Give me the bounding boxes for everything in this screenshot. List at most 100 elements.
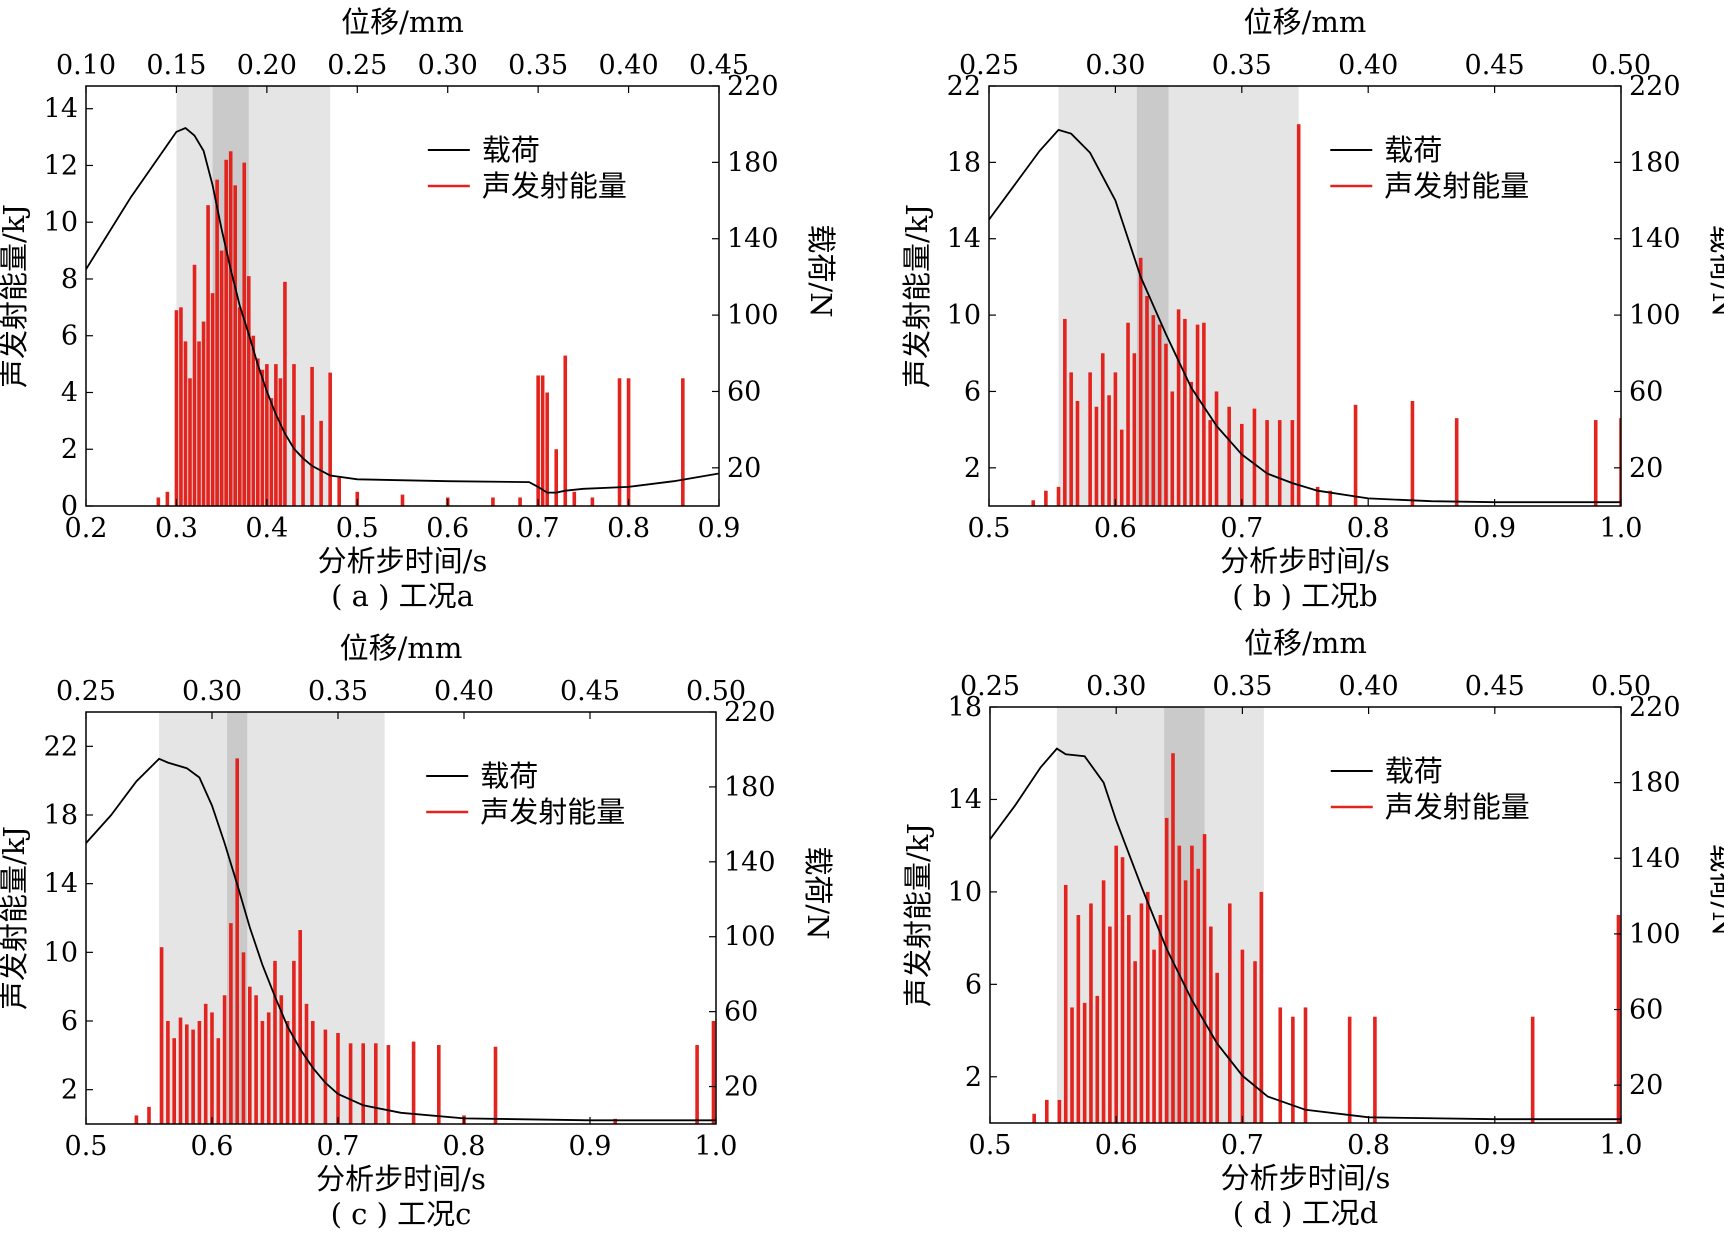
y-tick-label: 6 <box>964 376 981 407</box>
x-tick-label: 0.7 <box>1221 1130 1264 1161</box>
plot-frame <box>85 85 720 507</box>
legend-label-load: 载荷 <box>480 759 538 793</box>
energy-bar <box>229 923 233 1124</box>
x2-tick-label: 0.35 <box>1212 671 1272 702</box>
x2-tick-label: 0.50 <box>1591 671 1651 702</box>
energy-bar <box>1593 420 1598 506</box>
x-tick-label: 0.8 <box>443 1131 486 1162</box>
y-tick-label: 10 <box>947 300 981 331</box>
x2-tick-label: 0.25 <box>56 676 116 707</box>
energy-bar <box>274 364 278 506</box>
energy-bar <box>1089 903 1093 1123</box>
energy-bar <box>711 1021 716 1124</box>
energy-bar <box>1277 420 1282 506</box>
energy-bar <box>1108 926 1112 1123</box>
plot-frame <box>989 706 1622 1124</box>
energy-bar <box>311 1021 315 1124</box>
x-tick-label: 1.0 <box>1600 1130 1643 1161</box>
energy-bar <box>361 1043 365 1124</box>
energy-bar <box>1259 891 1264 1123</box>
energy-bar <box>1202 322 1206 506</box>
energy-bar <box>266 1012 271 1124</box>
legend-label-energy: 声发射能量 <box>1384 169 1529 203</box>
energy-bar <box>265 364 269 506</box>
energy-bar <box>1176 309 1181 506</box>
energy-bar <box>1240 423 1244 506</box>
panel-caption: ( b ) 工况b <box>1232 579 1377 613</box>
energy-bar <box>206 205 210 506</box>
y-tick-label: 22 <box>44 731 78 762</box>
y2-tick-label: 140 <box>1629 843 1681 874</box>
energy-bar <box>1095 995 1100 1123</box>
x-tick-label: 0.8 <box>1347 513 1390 544</box>
y-tick-label: 2 <box>61 434 78 465</box>
energy-bar <box>1075 401 1080 506</box>
y-axis-label: 声发射能量/kJ <box>0 204 31 388</box>
energy-bar <box>1303 1007 1308 1123</box>
y2-tick-label: 60 <box>724 997 758 1028</box>
x2-tick-label: 0.25 <box>959 50 1019 81</box>
y-tick-label: 4 <box>61 377 78 408</box>
x2-tick-label: 0.15 <box>146 50 206 81</box>
energy-bar <box>256 358 260 506</box>
x2-tick-label: 0.50 <box>1591 50 1651 81</box>
x-tick-label: 0.7 <box>1220 513 1263 544</box>
y-tick-label: 12 <box>44 150 78 181</box>
x2-tick-label: 0.45 <box>689 50 749 81</box>
energy-bar <box>1410 401 1415 506</box>
energy-bar <box>563 355 568 506</box>
energy-bar <box>178 1017 183 1124</box>
energy-bar <box>554 449 559 506</box>
y-axis-label: 声发射能量/kJ <box>900 204 934 388</box>
energy-bar <box>336 1033 340 1124</box>
energy-bar <box>1202 834 1207 1123</box>
y2-tick-label: 220 <box>727 71 779 102</box>
x2-tick-label: 0.45 <box>1465 50 1525 81</box>
y-tick-label: 18 <box>44 800 78 831</box>
energy-bar <box>572 491 577 506</box>
energy-bar <box>210 293 215 506</box>
x2-axis-label: 位移/mm <box>1244 5 1367 39</box>
energy-bar <box>1227 903 1232 1123</box>
y-tick-label: 2 <box>964 453 981 484</box>
energy-bar <box>179 307 183 506</box>
y2-tick-label: 180 <box>1629 147 1681 178</box>
energy-bar <box>1063 318 1067 506</box>
energy-bar <box>337 477 341 506</box>
x2-tick-label: 0.30 <box>1085 50 1145 81</box>
energy-bar <box>1133 961 1137 1123</box>
x2-axis-label: 位移/mm <box>340 631 463 665</box>
y2-tick-label: 140 <box>724 847 776 878</box>
energy-bar <box>1373 1016 1377 1123</box>
x-tick-label: 0.9 <box>569 1131 612 1162</box>
energy-bar <box>1070 1007 1074 1123</box>
energy-bar <box>242 162 247 506</box>
energy-bar <box>1044 490 1048 506</box>
y2-axis-label: 载荷/N <box>801 846 835 939</box>
y-tick-label: 8 <box>61 264 78 295</box>
energy-bar <box>1127 915 1131 1123</box>
energy-bar <box>1215 972 1219 1123</box>
x2-axis-label: 位移/mm <box>1244 626 1367 660</box>
energy-bar <box>437 1045 441 1124</box>
energy-bar <box>1056 486 1061 506</box>
x-tick-label: 0.7 <box>517 513 560 544</box>
y2-tick-label: 180 <box>724 772 776 803</box>
x-tick-label: 0.6 <box>426 513 469 544</box>
energy-bar <box>319 420 323 506</box>
y2-tick-label: 140 <box>727 224 779 255</box>
y2-axis-label: 载荷/N <box>1706 224 1724 317</box>
y2-tick-label: 220 <box>1629 692 1681 723</box>
load-line <box>86 126 719 494</box>
energy-bar <box>518 497 522 506</box>
energy-bar <box>590 497 595 506</box>
energy-bar <box>1094 406 1099 506</box>
energy-bar <box>156 497 161 506</box>
energy-bar <box>626 378 631 506</box>
energy-bar <box>1353 404 1358 506</box>
x-tick-label: 0.6 <box>1094 513 1137 544</box>
energy-bar <box>1063 884 1068 1123</box>
energy-bar <box>1347 1016 1352 1123</box>
energy-bar <box>1082 1002 1087 1123</box>
